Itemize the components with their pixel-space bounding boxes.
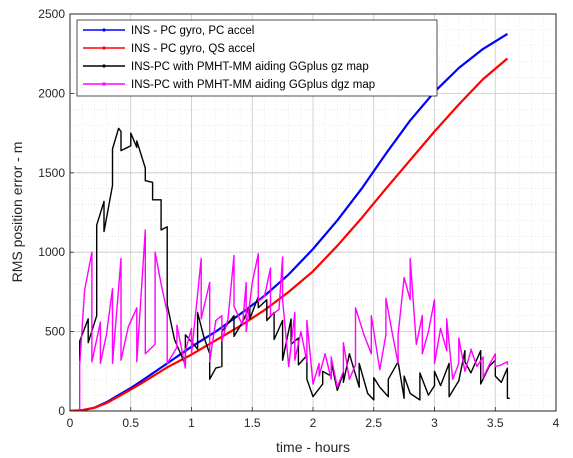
x-tick-label: 4 [553, 416, 560, 430]
legend-marker-4 [102, 82, 106, 86]
y-tick-label: 0 [58, 404, 65, 418]
y-tick-label: 2000 [38, 86, 65, 100]
tick-labels: 0 0.5 1 1.5 2 2.5 3 3.5 4 0 500 1000 1500 2000 2500 [38, 7, 559, 430]
y-tick-label: 1500 [38, 166, 65, 180]
legend-box [76, 19, 438, 97]
series-layer [70, 32, 510, 411]
legend-marker-3 [102, 64, 106, 68]
x-tick-label: 1.5 [244, 416, 261, 430]
x-tick-label: 0.5 [122, 416, 139, 430]
series-line-2 [70, 57, 509, 411]
legend-label-4: INS-PC with PMHT-MM aiding GGplus dgz ma… [131, 79, 375, 91]
y-tick-label: 1000 [38, 245, 65, 259]
x-tick-label: 3 [431, 416, 438, 430]
x-axis-label: time - hours [276, 439, 350, 455]
x-tick-label: 2 [310, 416, 317, 430]
legend-label-1: INS - PC gyro, PC accel [131, 25, 254, 37]
series-line-4 [78, 229, 509, 411]
y-tick-label: 500 [45, 325, 65, 339]
legend-label-3: INS-PC with PMHT-MM aiding GGplus gz map [131, 61, 369, 73]
x-tick-label: 3.5 [487, 416, 504, 430]
y-tick-label: 2500 [38, 7, 65, 21]
series-line-3 [78, 127, 510, 401]
legend-label-2: INS - PC gyro, QS accel [131, 43, 255, 55]
x-tick-label: 2.5 [365, 416, 382, 430]
y-axis-label: RMS position error - m [9, 142, 25, 283]
legend-marker-1 [102, 28, 106, 32]
x-tick-label: 0 [67, 416, 74, 430]
legend: INS - PC gyro, PC accel INS - PC gyro, QS… [76, 19, 438, 97]
legend-marker-2 [102, 46, 106, 50]
x-tick-label: 1 [188, 416, 195, 430]
